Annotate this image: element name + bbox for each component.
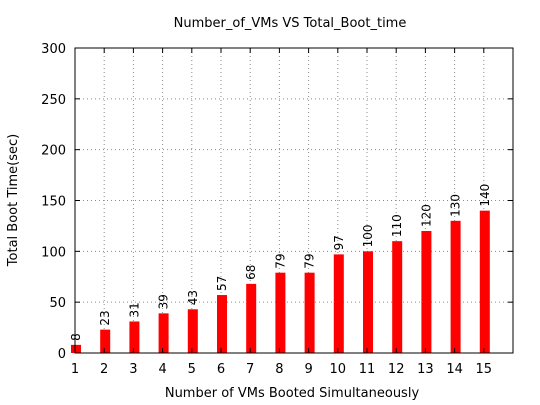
data-label: 140: [478, 184, 492, 207]
x-axis-label: Number of VMs Booted Simultaneously: [165, 386, 420, 401]
bar: [187, 309, 198, 353]
y-tick-label: 200: [41, 144, 66, 159]
bar: [363, 251, 373, 353]
bar: [333, 254, 344, 353]
y-tick-label: 150: [41, 195, 66, 210]
x-tick-label: 5: [188, 362, 196, 377]
data-label: 79: [273, 253, 287, 268]
grid-lines: [75, 48, 513, 353]
x-tick-label: 14: [446, 362, 463, 377]
x-tick-label: 11: [359, 362, 376, 377]
y-tick-label: 0: [58, 347, 66, 362]
bar: [217, 295, 227, 353]
x-tick-label: 1: [71, 362, 79, 377]
data-label: 130: [449, 194, 463, 217]
x-tick-label: 13: [417, 362, 434, 377]
data-label: 110: [390, 214, 404, 237]
data-label: 39: [157, 294, 171, 309]
bar: [479, 210, 490, 353]
bar: [158, 313, 169, 353]
y-tick-label: 50: [49, 296, 66, 311]
x-tick-label: 15: [476, 362, 493, 377]
data-label: 43: [186, 290, 200, 305]
x-tick-label: 4: [158, 362, 166, 377]
x-tick-label: 10: [330, 362, 347, 377]
y-tick-label: 100: [41, 245, 66, 260]
data-label: 57: [215, 276, 229, 291]
data-label: 8: [69, 333, 83, 341]
bar: [275, 272, 286, 353]
bar: [450, 220, 461, 353]
data-label: 100: [361, 224, 375, 247]
data-labels: 8 23 31 39 43 57 68 79 79 97 100 110 120 130 140: [69, 184, 492, 341]
data-label: 120: [419, 204, 433, 227]
chart-title: Number_of_VMs VS Total_Boot_time: [174, 16, 407, 31]
y-axis-label: Total Boot Time(sec): [6, 134, 21, 267]
bar: [71, 344, 81, 353]
data-label: 79: [303, 253, 317, 268]
x-tick-label: 12: [388, 362, 405, 377]
data-label: 68: [244, 265, 258, 280]
bars: [71, 210, 490, 353]
bar: [129, 321, 140, 353]
x-tick-label: 6: [217, 362, 225, 377]
data-label: 97: [332, 235, 346, 250]
bar: [392, 241, 403, 353]
x-tick-label: 2: [100, 362, 108, 377]
x-axis: 1 2 3 4 5 6 7 8 9 10 11 12 13 14 15: [71, 48, 492, 377]
bar: [421, 231, 432, 353]
x-tick-label: 8: [275, 362, 283, 377]
y-tick-label: 300: [41, 42, 66, 57]
data-label: 23: [98, 310, 112, 325]
data-label: 31: [127, 302, 141, 317]
x-tick-label: 9: [304, 362, 312, 377]
x-tick-label: 3: [129, 362, 137, 377]
y-axis: 0 50 100 150 200 250 300: [41, 42, 513, 362]
bar: [246, 283, 257, 353]
bar: [100, 329, 111, 353]
bar: [304, 272, 315, 353]
y-tick-label: 250: [41, 93, 66, 108]
x-tick-label: 7: [246, 362, 254, 377]
